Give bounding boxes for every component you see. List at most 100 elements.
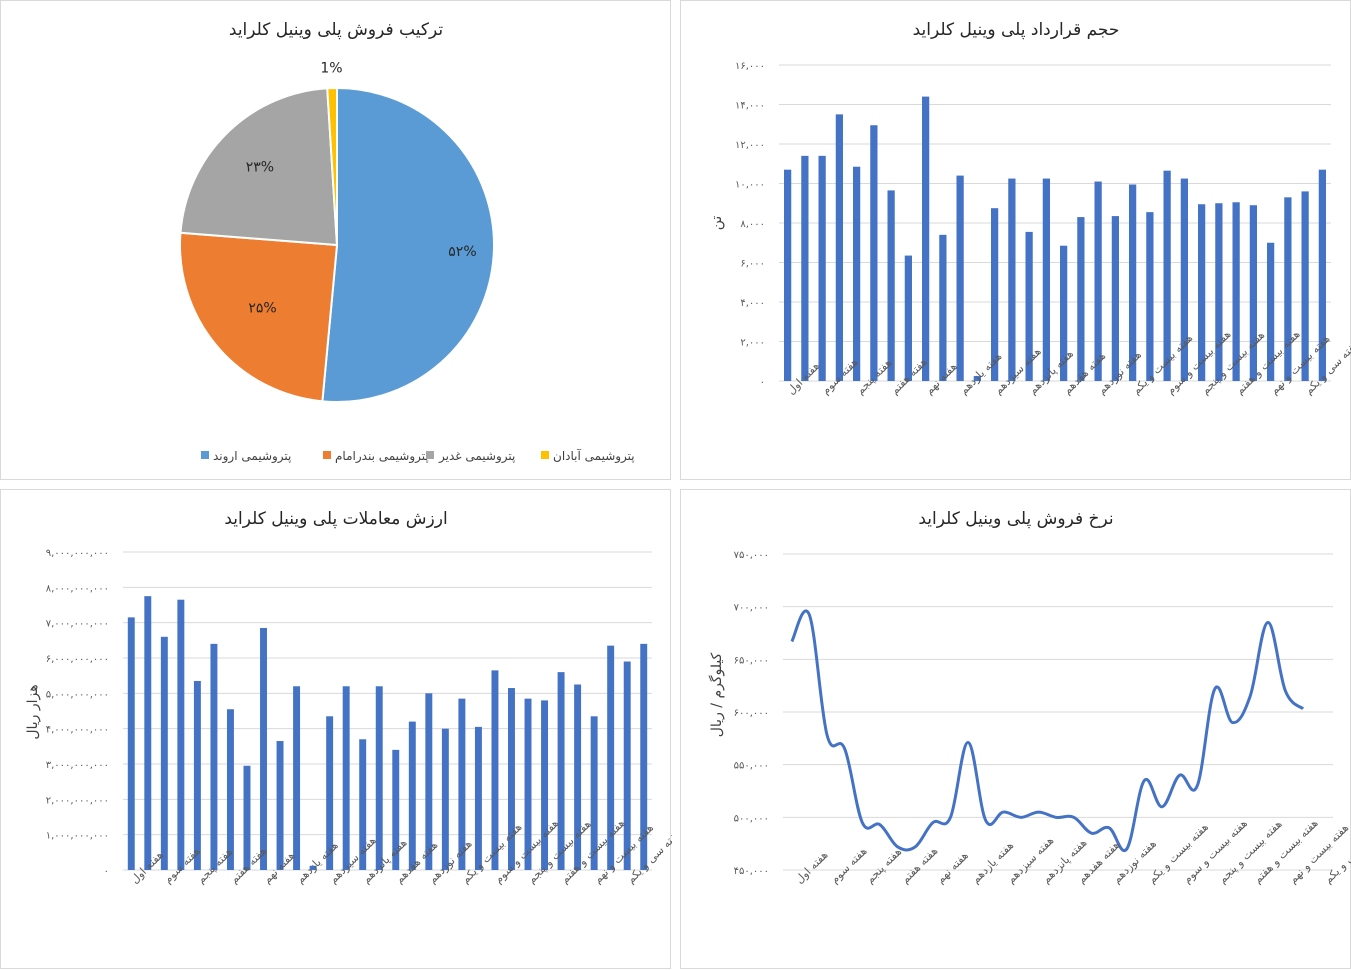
legend-swatch xyxy=(541,451,549,459)
pie-chart-panel: ترکیب فروش پلی وینیل کلراید ۵۲% ۲۵% ۲۳% 1% … xyxy=(0,0,671,480)
y-tick-label: ۴۵۰,۰۰۰ xyxy=(734,866,769,877)
bar xyxy=(1111,216,1119,381)
bar xyxy=(144,596,152,870)
y-tick-label: ۱۶,۰۰۰ xyxy=(735,61,765,72)
bar xyxy=(210,643,218,870)
bar xyxy=(835,114,843,381)
bar xyxy=(1267,242,1275,381)
bar xyxy=(853,166,861,381)
y-tick-label: ۰ xyxy=(104,866,109,877)
volume-chart-panel: حجم قرارداد پلی وینیل کلراید تن ۰ ۲,۰۰۰ ۴,… xyxy=(680,0,1351,480)
pie-chart: ترکیب فروش پلی وینیل کلراید ۵۲%۲۵%۲۳%1% … xyxy=(179,20,635,464)
bar xyxy=(1025,231,1033,381)
bar xyxy=(939,234,947,381)
y-tick-label: ۹,۰۰۰,۰۰۰,۰۰۰ xyxy=(46,548,109,559)
y-tick-label: ۴,۰۰۰,۰۰۰,۰۰۰ xyxy=(46,725,109,736)
bar xyxy=(1318,169,1326,381)
pie-value-label: ۲۳% xyxy=(246,160,274,176)
y-tick-label: ۶۵۰,۰۰۰ xyxy=(734,655,769,666)
bar xyxy=(991,208,999,381)
bar xyxy=(973,376,981,381)
bar xyxy=(1060,245,1068,381)
bar xyxy=(160,636,168,870)
y-tick-label: ۲,۰۰۰,۰۰۰,۰۰۰ xyxy=(46,795,109,806)
y-tick-label: ۵۵۰,۰۰۰ xyxy=(734,761,769,772)
bar xyxy=(574,684,582,870)
bar xyxy=(243,765,251,870)
bar xyxy=(1249,205,1257,381)
y-axis-label: تن xyxy=(709,216,725,231)
pie-slice xyxy=(179,231,339,403)
bar xyxy=(870,125,878,381)
bar xyxy=(392,749,400,870)
pie-slice xyxy=(179,87,339,247)
y-tick-label: ۶۰۰,۰۰۰ xyxy=(734,708,769,719)
x-tick-label: هفته بیست و پنجم xyxy=(1216,817,1285,886)
y-tick-label: ۶,۰۰۰,۰۰۰,۰۰۰ xyxy=(46,654,109,665)
bar xyxy=(375,686,383,870)
bar xyxy=(1215,203,1223,381)
bar xyxy=(508,688,515,870)
pie-slice xyxy=(326,86,338,246)
bar xyxy=(1163,170,1171,381)
volume-bar-chart: حجم قرارداد پلی وینیل کلراید تن ۰ ۲,۰۰۰ ۴,… xyxy=(709,20,1351,397)
bar xyxy=(607,645,615,870)
bar xyxy=(474,726,482,870)
price-line-chart: نرخ فروش پلی وینیل کلراید کیلوگرم / ریال… xyxy=(708,509,1351,886)
bar xyxy=(1301,191,1309,381)
bar xyxy=(260,627,267,870)
y-tick-label: ۱۲,۰۰۰ xyxy=(735,140,765,151)
value-chart-panel: ارزش معاملات پلی وینیل کلراید هزار ریال … xyxy=(0,489,672,969)
pie-slice xyxy=(321,86,495,403)
bar xyxy=(326,716,334,870)
bar xyxy=(887,190,895,381)
price-line xyxy=(790,609,1305,853)
bar xyxy=(293,686,301,870)
y-tick-label: ۱,۰۰۰,۰۰۰,۰۰۰ xyxy=(46,831,109,842)
bar xyxy=(1129,184,1137,381)
x-tick-label: هفته سوم xyxy=(828,844,870,886)
bar xyxy=(784,169,792,381)
bar xyxy=(1146,212,1154,381)
y-tick-label: ۸,۰۰۰,۰۰۰,۰۰۰ xyxy=(46,583,109,594)
bar xyxy=(590,716,598,870)
bar xyxy=(425,693,433,870)
legend-label: پتروشیمی آبادان xyxy=(553,448,635,464)
y-tick-label: ۲,۰۰۰ xyxy=(740,338,765,349)
bar xyxy=(1180,178,1188,381)
bar xyxy=(1042,178,1050,381)
bar xyxy=(557,672,565,870)
y-tick-label: ۰ xyxy=(760,377,765,388)
y-tick-label: ۷۵۰,۰۰۰ xyxy=(734,550,769,561)
bar xyxy=(441,728,449,870)
y-tick-label: ۵,۰۰۰,۰۰۰,۰۰۰ xyxy=(46,689,109,700)
y-tick-label: ۴,۰۰۰ xyxy=(740,298,765,309)
bar xyxy=(276,741,284,870)
price-chart-panel: نرخ فروش پلی وینیل کلراید کیلوگرم / ریال… xyxy=(680,489,1351,969)
bar xyxy=(1077,217,1085,381)
bar xyxy=(127,617,135,870)
y-tick-label: ۱۴,۰۰۰ xyxy=(735,101,765,112)
chart-title: نرخ فروش پلی وینیل کلراید xyxy=(918,509,1113,529)
bar xyxy=(956,175,964,381)
chart-title: حجم قرارداد پلی وینیل کلراید xyxy=(913,20,1120,40)
bar xyxy=(801,155,809,381)
legend-swatch xyxy=(201,451,209,459)
bar xyxy=(491,670,499,870)
bar xyxy=(309,865,317,870)
bar xyxy=(1198,204,1206,381)
pie-value-label: ۲۵% xyxy=(248,301,276,317)
bar xyxy=(342,686,350,870)
x-tick-label: هفته اول xyxy=(793,848,831,886)
pie-value-label: 1% xyxy=(320,61,342,77)
bar xyxy=(524,698,532,870)
pie-value-label: ۵۲% xyxy=(448,244,476,260)
bar xyxy=(193,680,201,870)
legend-swatch xyxy=(426,451,434,459)
y-tick-label: ۳,۰۰۰,۰۰۰,۰۰۰ xyxy=(46,760,109,771)
y-axis-label: هزار ریال xyxy=(25,684,41,739)
bar xyxy=(1232,202,1240,381)
bar xyxy=(177,599,185,870)
chart-title: ارزش معاملات پلی وینیل کلراید xyxy=(224,509,447,529)
bar xyxy=(226,709,234,870)
